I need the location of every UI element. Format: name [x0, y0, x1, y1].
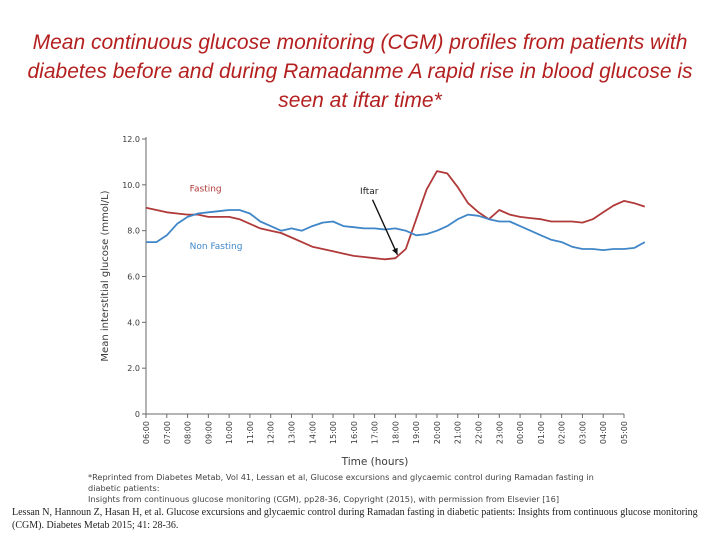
footnote-line-2: Insights from continuous glucose monitor…: [88, 494, 560, 504]
iftar-arrow: [371, 199, 399, 256]
x-tick-label: 05:00: [620, 421, 629, 444]
y-tick-label: 6.0: [127, 273, 140, 282]
x-tick-label: 06:00: [142, 421, 151, 444]
x-tick-label: 23:00: [495, 421, 504, 444]
x-tick-label: 17:00: [371, 421, 380, 444]
x-tick-label: 10:00: [225, 421, 234, 444]
x-tick-label: 04:00: [599, 421, 608, 444]
series-line-fasting: [145, 170, 646, 261]
x-tick-label: 14:00: [308, 421, 317, 444]
annotations: Fasting Non Fasting Iftar: [190, 185, 399, 256]
y-axis-label: Mean interstitial glucose (mmol/L): [100, 190, 111, 361]
x-tick-label: 07:00: [163, 421, 172, 444]
non-fasting-legend-label: Non Fasting: [190, 242, 243, 252]
y-tick-label: 10.0: [122, 181, 140, 190]
y-tick-label: 12.0: [122, 135, 140, 144]
x-axis: 06:00 07:00 08:00 09:00 10:00 11:00 12:00 13:00…: [142, 413, 629, 444]
fasting-legend-label: Fasting: [190, 185, 222, 195]
series-group: [145, 170, 646, 261]
y-tick-label: 8.0: [127, 227, 140, 236]
iftar-label: Iftar: [360, 187, 379, 197]
x-tick-label: 19:00: [412, 421, 421, 444]
x-tick-label: 01:00: [537, 421, 546, 444]
y-axis: 0 2.0 4.0 6.0 8.0 10.0 12.0: [122, 135, 147, 419]
footnote-line-1: *Reprinted from Diabetes Metab, Vol 41, …: [88, 472, 594, 493]
x-axis-label: Time (hours): [341, 456, 409, 468]
y-tick-label: 0: [135, 410, 140, 419]
y-tick-label: 4.0: [127, 318, 140, 327]
x-tick-label: 03:00: [578, 421, 587, 444]
slide-title: Mean continuous glucose monitoring (CGM)…: [27, 31, 693, 112]
series-line-non-fasting: [146, 209, 646, 252]
x-tick-label: 08:00: [184, 421, 193, 444]
citation-text: Lessan N, Hannoun Z, Hasan H, et al. Glu…: [12, 507, 698, 531]
x-tick-label: 21:00: [454, 421, 463, 444]
x-tick-label: 12:00: [267, 421, 276, 444]
x-tick-label: 18:00: [391, 421, 400, 444]
y-tick-label: 2.0: [127, 364, 140, 373]
x-tick-label: 00:00: [516, 421, 525, 444]
x-tick-label: 16:00: [350, 421, 359, 444]
x-tick-label: 13:00: [287, 421, 296, 444]
iftar-arrowhead: [392, 247, 398, 255]
figure-footnote: *Reprinted from Diabetes Metab, Vol 41, …: [88, 472, 608, 505]
x-tick-label: 20:00: [433, 421, 442, 444]
x-tick-label: 11:00: [246, 421, 255, 444]
x-tick-label: 22:00: [475, 421, 484, 444]
x-tick-label: 09:00: [204, 421, 213, 444]
x-tick-label: 02:00: [558, 421, 567, 444]
x-tick-label: 15:00: [329, 421, 338, 444]
